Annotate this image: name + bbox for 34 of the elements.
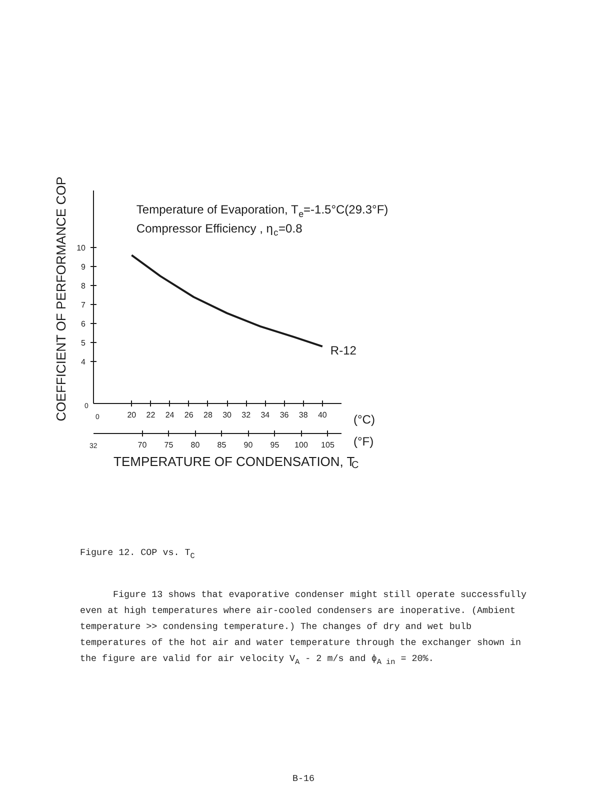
y-tick-label: 8: [81, 282, 86, 291]
x-tick-label: 34: [260, 410, 270, 420]
x-tick-label: 32: [242, 410, 252, 420]
x-tick-label: 22: [146, 410, 156, 420]
y-tick-label: 10: [76, 244, 86, 253]
series-label: R-12: [330, 343, 357, 358]
y-tick-label: 4: [81, 358, 86, 367]
x-tick-label: 40: [318, 410, 328, 420]
x-tick-label: 20: [127, 410, 137, 420]
x-tick-label: 30: [222, 410, 232, 420]
x2-tick-label: 70: [138, 440, 148, 450]
text: (°F): [354, 434, 374, 448]
x-tick-label: 24: [165, 410, 175, 420]
x2-tick-label: 105: [321, 440, 335, 450]
x-tick-label: 28: [204, 410, 213, 420]
x2-tick-label: 90: [244, 440, 254, 450]
y-tick-label: 5: [81, 338, 86, 348]
x2-tick-label: 80: [190, 440, 200, 450]
y-tick-label: 7: [81, 300, 86, 310]
text: (°C): [354, 412, 375, 426]
y-tick-label: 9: [81, 262, 86, 272]
x-tick-label: 38: [298, 410, 308, 420]
x2-tick-label: 85: [217, 440, 227, 450]
text: Figure 13 shows that evaporative condenser might still operate successfully even at high temperatures where air-cooled condensers are inoperative. (Ambient temperature >> condensing temperature.) The changes of dry and wet bulb temperatures of the hot air and water temperature through the exchanger shown in the figure are valid for air velocity V$_{A}$ - 2 m/s and ϕ$_{A in}$ = 20%.: [80, 588, 527, 667]
x2-tick-label: 75: [164, 440, 174, 450]
x2-tick-label: 95: [270, 440, 280, 450]
x2-tick-label: 100: [294, 440, 308, 450]
line-series: [130, 254, 324, 348]
x-tick-label: 26: [184, 410, 194, 420]
x-tick-label: 36: [280, 410, 290, 420]
caption: Figure 12. COP vs. T$_{C}$: [80, 546, 196, 563]
y-axis-title: COEFFICIENT OF PERFORMANCE COP: [54, 176, 69, 422]
y-tick-label: 6: [81, 320, 86, 329]
text: B-16: [291, 772, 316, 786]
